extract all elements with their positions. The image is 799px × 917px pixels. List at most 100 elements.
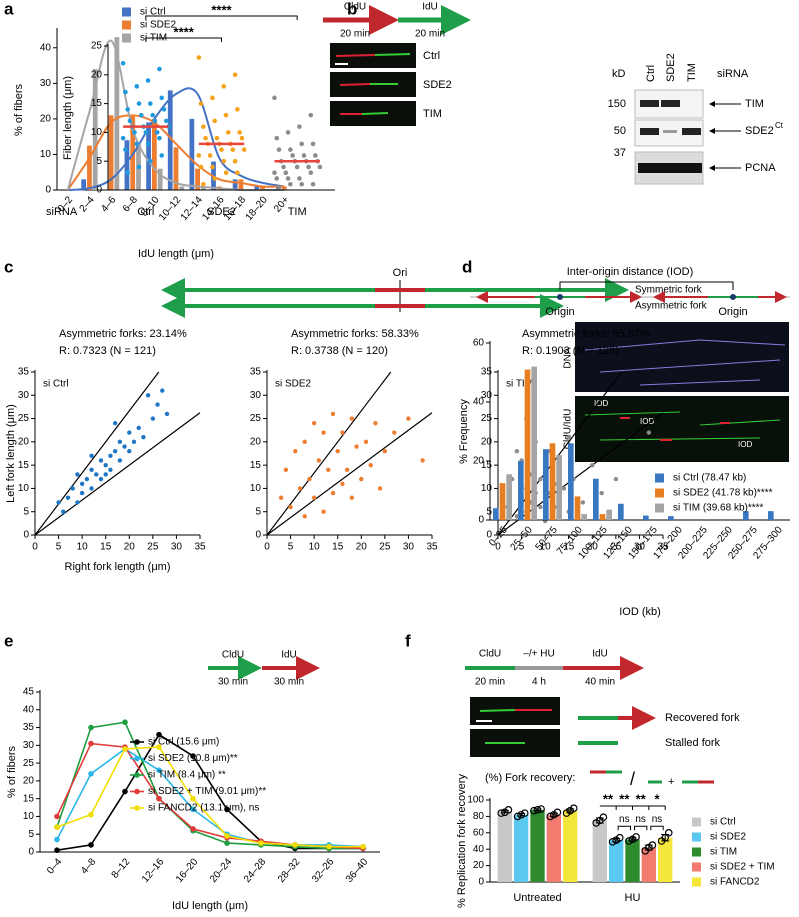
x-tick-label: 25 (147, 542, 159, 553)
label: / (630, 769, 635, 789)
panel-label: f (405, 631, 411, 650)
data-point (546, 812, 555, 821)
point (538, 504, 543, 510)
significance-label: ns (652, 814, 663, 825)
x-tick-label: 4–8 (79, 856, 98, 876)
label: IdU (592, 649, 608, 660)
legend-swatch (122, 20, 131, 30)
image-fiber (479, 709, 516, 712)
point (89, 467, 94, 472)
x-tick-label: 25 (610, 542, 622, 553)
bar (114, 37, 120, 190)
point (514, 514, 520, 519)
bar (81, 179, 87, 190)
x-tick-label: 36–40 (344, 856, 371, 885)
bar (568, 443, 574, 520)
point (148, 101, 153, 106)
label: PCNA (745, 162, 776, 174)
point (125, 107, 130, 112)
point (212, 176, 217, 181)
legend-swatch (692, 832, 701, 842)
origin (557, 294, 563, 300)
bar (543, 449, 549, 520)
legend-swatch (134, 755, 140, 762)
label: (%) Fork recovery: (485, 772, 575, 784)
point (89, 486, 94, 491)
y-tick-label: 10 (481, 483, 493, 494)
marker (54, 836, 60, 843)
y-tick-label: 15 (250, 460, 262, 471)
label: IdU (281, 650, 297, 661)
point (70, 486, 75, 491)
bar (499, 483, 506, 520)
point (210, 164, 215, 170)
point (599, 490, 604, 496)
point (310, 181, 316, 187)
panel-label: e (4, 631, 13, 650)
point (283, 467, 289, 472)
point (354, 444, 359, 449)
marker (122, 719, 128, 726)
y-tick-label: 25 (18, 413, 30, 424)
y-tick-label: 40 (23, 704, 35, 715)
point (237, 130, 242, 135)
y-tick-label: 20 (18, 436, 30, 447)
bar (625, 839, 640, 882)
point (335, 448, 340, 454)
point (120, 135, 126, 141)
fit-line (66, 114, 285, 191)
label: kD (612, 68, 626, 80)
label: Origin (545, 306, 574, 318)
bar (556, 455, 562, 520)
data-point (530, 806, 538, 815)
point (112, 448, 118, 454)
point (302, 514, 307, 519)
point (136, 425, 141, 431)
point (108, 467, 113, 472)
bar (641, 847, 657, 882)
band (663, 130, 677, 133)
y-axis-label: Fiber length (μm) (62, 76, 74, 160)
reference-line (34, 412, 201, 536)
label: 37 (614, 147, 626, 159)
marker (258, 840, 264, 846)
data-point (648, 841, 657, 849)
x-axis-label: IdU length (μm) (172, 900, 248, 912)
a-inset: CldU IdU 20 min 20 min Ctrl SDE2 TIM (323, 2, 471, 126)
y-axis-label: % of fibers (6, 746, 18, 798)
point (321, 509, 326, 514)
point (514, 448, 520, 454)
marker (156, 744, 162, 750)
c-diagram: Ori Symmetric fork Asymmetric fork (161, 267, 708, 318)
y-tick-label: 20 (481, 436, 493, 447)
significance-label: ** (619, 791, 630, 806)
x-tick-label: 35 (426, 542, 438, 553)
x-tick-label: HU (625, 892, 641, 904)
band (661, 100, 680, 107)
point (308, 170, 314, 176)
point (84, 476, 90, 482)
point (288, 504, 293, 510)
legend-label: si FANCD2 (710, 877, 760, 888)
x-tick-label: 20 (587, 542, 599, 553)
label: Ori (393, 267, 408, 279)
y-tick-label: 5 (486, 506, 492, 517)
data-point (517, 810, 525, 819)
point (203, 135, 208, 141)
legend-label: si TIM (39.68 kb)**** (673, 503, 764, 514)
legend-swatch (655, 488, 664, 498)
e-diagram: CldU IdU 30 min 30 min (208, 650, 320, 688)
y-tick-label: 10 (18, 483, 30, 494)
point (152, 118, 158, 124)
x-tick-label: 0 (264, 542, 270, 553)
point (207, 153, 213, 158)
image-fiber (361, 112, 389, 115)
x-tick-label: 15 (100, 542, 112, 553)
x-axis-label: Right fork length (μm) (65, 561, 171, 573)
label: IOD (738, 440, 752, 449)
marker (156, 795, 162, 802)
point (349, 495, 355, 500)
line (56, 747, 364, 848)
significance-label: **** (211, 2, 232, 17)
